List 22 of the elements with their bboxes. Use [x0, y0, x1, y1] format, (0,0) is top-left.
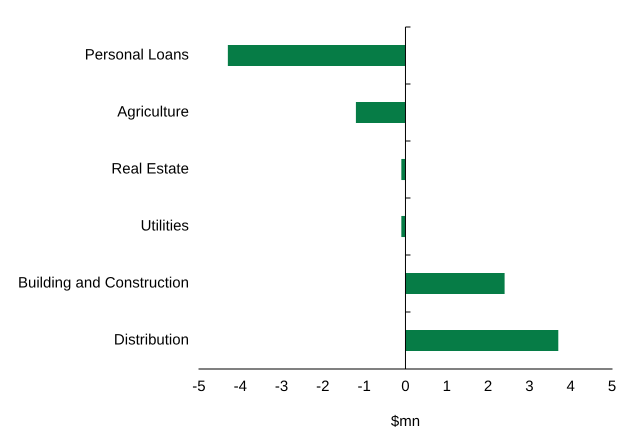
x-tick-label: 0	[401, 378, 410, 396]
x-tick-label: 5	[608, 378, 616, 396]
x-tick-label: -2	[316, 378, 330, 396]
x-tick-label: -3	[274, 378, 288, 396]
x-tick-label: 2	[484, 378, 492, 396]
x-tick-label: -4	[234, 378, 247, 396]
x-axis-title: $mn	[390, 413, 420, 430]
y-tick-label: Utilities	[140, 218, 189, 235]
y-tick-label: Building and Construction	[18, 274, 189, 292]
bar	[405, 330, 558, 352]
bar	[228, 44, 406, 66]
x-tick-label: 1	[442, 378, 451, 396]
x-tick-label: -5	[192, 378, 206, 396]
y-tick-label: Distribution	[114, 332, 189, 349]
x-tick-label: 4	[566, 378, 575, 396]
x-tick-label: 3	[525, 378, 534, 396]
y-tick-label: Agriculture	[117, 104, 189, 121]
x-tick-label: -1	[357, 378, 371, 396]
y-tick-label: Personal Loans	[84, 46, 189, 64]
bar	[356, 102, 406, 124]
y-tick-label: Real Estate	[111, 160, 189, 178]
bar	[405, 272, 505, 294]
